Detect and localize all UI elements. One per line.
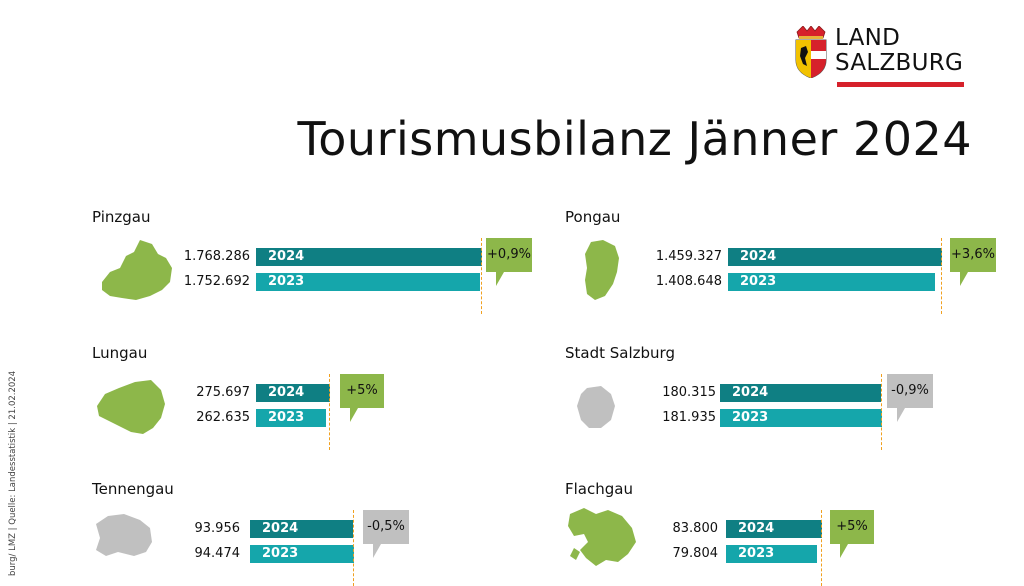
speech-bubble-icon xyxy=(887,374,933,422)
bar-year-label: 2023 xyxy=(268,274,305,289)
reference-line xyxy=(329,374,330,450)
region-name: Lungau xyxy=(92,344,148,362)
region-name: Pongau xyxy=(565,208,621,226)
bar-2023: 2023 xyxy=(256,409,326,427)
bar-year-label: 2024 xyxy=(732,385,769,400)
change-badge: +3,6% xyxy=(950,238,996,290)
speech-bubble-icon xyxy=(363,510,409,558)
change-badge: +5% xyxy=(830,510,874,562)
change-badge: +0,9% xyxy=(486,238,532,290)
logo-line2: SALZBURG xyxy=(835,50,964,76)
value-2024: 1.768.286 xyxy=(183,249,250,264)
bar-year-label: 2023 xyxy=(738,546,775,561)
bar-2024: 2024 xyxy=(720,384,881,402)
salzburg-crest-icon xyxy=(795,26,827,78)
region-name: Tennengau xyxy=(92,480,174,498)
bar-2023: 2023 xyxy=(728,273,935,291)
change-value: +0,9% xyxy=(487,247,531,262)
pongau-map-icon xyxy=(585,240,619,300)
value-2023: 262.635 xyxy=(196,410,250,425)
bar-2024: 2024 xyxy=(256,384,330,402)
value-2023: 181.935 xyxy=(662,410,716,425)
bar-year-label: 2024 xyxy=(268,249,305,264)
speech-bubble-icon xyxy=(950,238,996,286)
reference-line xyxy=(353,510,354,586)
logo-red-bar xyxy=(837,82,964,87)
source-note: burg/ LMZ | Quelle: Landesstatistik | 21… xyxy=(6,352,20,576)
bar-2023: 2023 xyxy=(250,545,354,563)
region-name: Stadt Salzburg xyxy=(565,344,675,362)
change-badge: +5% xyxy=(340,374,384,426)
source-note-text: burg/ LMZ | Quelle: Landesstatistik | 21… xyxy=(8,370,18,576)
change-value: -0,5% xyxy=(367,519,405,534)
change-value: +5% xyxy=(346,383,378,398)
value-2024: 275.697 xyxy=(196,385,250,400)
bar-2024: 2024 xyxy=(256,248,482,266)
bar-year-label: 2024 xyxy=(740,249,777,264)
reference-line xyxy=(821,510,822,586)
region-name: Flachgau xyxy=(565,480,633,498)
change-value: +3,6% xyxy=(951,247,995,262)
flachgau-map-icon xyxy=(568,508,636,566)
value-2024: 83.800 xyxy=(672,521,719,536)
page-title: Tourismusbilanz Jänner 2024 xyxy=(297,112,972,166)
bar-2023: 2023 xyxy=(726,545,817,563)
value-2023: 1.408.648 xyxy=(655,274,722,289)
bar-year-label: 2024 xyxy=(738,521,775,536)
value-2023: 94.474 xyxy=(194,546,241,561)
change-value: -0,9% xyxy=(891,383,929,398)
change-badge: -0,5% xyxy=(363,510,409,562)
change-badge: -0,9% xyxy=(887,374,933,426)
speech-bubble-icon xyxy=(830,510,874,558)
reference-line xyxy=(941,238,942,314)
bar-2024: 2024 xyxy=(726,520,822,538)
logo-wordmark: LAND SALZBURG xyxy=(835,26,963,76)
reference-line xyxy=(881,374,882,450)
speech-bubble-icon xyxy=(486,238,532,286)
bar-year-label: 2023 xyxy=(732,410,769,425)
pinzgau-map-icon xyxy=(102,240,172,300)
bar-2023: 2023 xyxy=(256,273,480,291)
speech-bubble-icon xyxy=(340,374,384,422)
value-2023: 79.804 xyxy=(672,546,719,561)
bar-year-label: 2023 xyxy=(268,410,305,425)
value-2024: 180.315 xyxy=(662,385,716,400)
reference-line xyxy=(481,238,482,314)
change-value: +5% xyxy=(836,519,868,534)
land-salzburg-logo: LAND SALZBURG xyxy=(793,26,973,90)
bar-2024: 2024 xyxy=(728,248,942,266)
bar-2023: 2023 xyxy=(720,409,882,427)
bar-year-label: 2024 xyxy=(262,521,299,536)
value-2024: 93.956 xyxy=(194,521,241,536)
bar-year-label: 2023 xyxy=(262,546,299,561)
bar-year-label: 2024 xyxy=(268,385,305,400)
bar-2024: 2024 xyxy=(250,520,353,538)
logo-line1: LAND xyxy=(835,25,901,51)
region-name: Pinzgau xyxy=(92,208,151,226)
value-2024: 1.459.327 xyxy=(655,249,722,264)
value-2023: 1.752.692 xyxy=(183,274,250,289)
bar-year-label: 2023 xyxy=(740,274,777,289)
